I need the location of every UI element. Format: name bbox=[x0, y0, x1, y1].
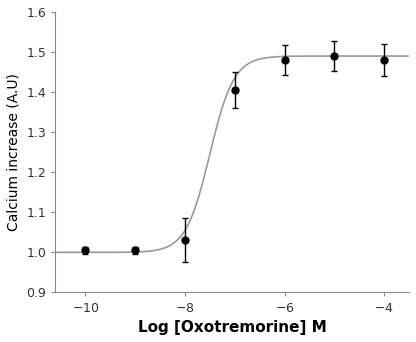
X-axis label: Log [Oxotremorine] M: Log [Oxotremorine] M bbox=[138, 320, 327, 335]
Y-axis label: Calcium increase (A.U): Calcium increase (A.U) bbox=[7, 73, 21, 231]
